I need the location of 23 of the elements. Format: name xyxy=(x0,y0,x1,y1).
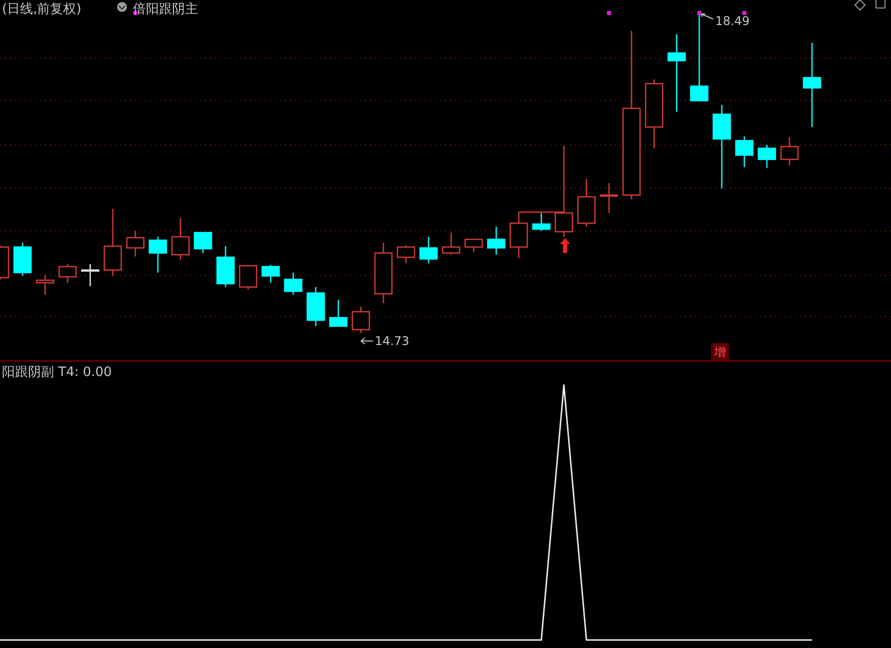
candlestick xyxy=(36,274,54,296)
chart-title: (日线,前复权) xyxy=(2,2,82,17)
annotation: 18.49 xyxy=(715,14,750,28)
candlestick xyxy=(802,42,822,128)
candlestick xyxy=(487,226,506,256)
candlestick xyxy=(554,145,574,238)
candlestick xyxy=(374,242,393,304)
candlestick xyxy=(306,286,325,327)
candlestick xyxy=(600,182,618,214)
candlestick xyxy=(510,212,528,259)
chart-subtitle: 倍阳跟阴主 xyxy=(133,1,198,17)
candlestick xyxy=(104,208,122,277)
text: 增 xyxy=(713,345,726,359)
candlestick xyxy=(81,263,100,287)
candlestick xyxy=(352,306,370,334)
candlestick xyxy=(668,34,686,112)
candlestick xyxy=(735,136,754,168)
text: 14.73 xyxy=(374,334,410,348)
chart-title: 阳跟阴副 T4: 0.00 xyxy=(2,365,112,380)
candlestick xyxy=(712,104,731,189)
candlestick xyxy=(644,78,664,149)
candlestick xyxy=(58,263,77,284)
candlestick xyxy=(126,230,144,258)
